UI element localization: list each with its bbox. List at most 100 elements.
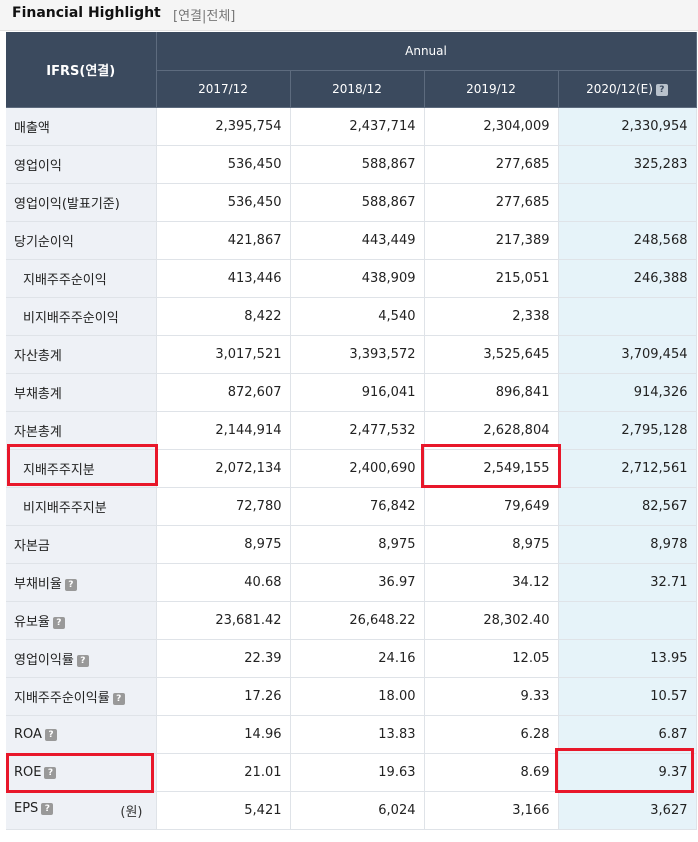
value-cell: 2,395,754	[156, 107, 291, 146]
row-label: 매출액	[6, 107, 157, 146]
value-cell: 82,567	[558, 487, 697, 526]
value-cell: 421,867	[156, 221, 291, 260]
row-label: 영업이익(발표기준)	[6, 183, 157, 222]
table-row: 지배주주순이익률? 17.26 18.00 9.33 10.57	[6, 677, 697, 716]
row-label: 영업이익률?	[6, 639, 157, 678]
row-label-text: 지배주주지분	[23, 462, 95, 478]
table-row: 부채총계 872,607 916,041 896,841 914,326	[6, 373, 697, 412]
row-label: 지배주주지분	[6, 449, 157, 488]
row-label-text: 영업이익	[14, 158, 62, 174]
row-label: 유보율?	[6, 601, 157, 640]
row-label: 비지배주주순이익	[6, 297, 157, 336]
unit-label: (원)	[120, 804, 143, 820]
financial-highlight-table: IFRS(연결) Annual 2017/12 2018/12 2019/12 …	[6, 32, 697, 830]
value-cell: 588,867	[290, 183, 425, 222]
value-cell: 536,450	[156, 183, 291, 222]
value-cell	[558, 601, 697, 640]
value-cell: 13.95	[558, 639, 697, 678]
value-cell: 76,842	[290, 487, 425, 526]
table-row: 자본총계 2,144,914 2,477,532 2,628,804 2,795,128	[6, 411, 697, 450]
row-label-text: 비지배주주순이익	[23, 310, 119, 326]
row-label: 영업이익	[6, 145, 157, 184]
section-title: Financial Highlight	[12, 5, 161, 21]
row-label: 지배주주순이익	[6, 259, 157, 298]
value-cell: 13.83	[290, 715, 425, 754]
table-row: ROE? 21.01 19.63 8.69 9.37	[6, 753, 697, 792]
table-row: 당기순이익 421,867 443,449 217,389 248,568	[6, 221, 697, 260]
column-header: 2019/12	[424, 70, 559, 108]
row-label-text: 부채총계	[14, 386, 62, 402]
row-label: 자본총계	[6, 411, 157, 450]
value-cell: 3,627	[558, 791, 697, 830]
value-cell: 36.97	[290, 563, 425, 602]
value-cell: 2,304,009	[424, 107, 559, 146]
table-row: 매출액 2,395,754 2,437,714 2,304,009 2,330,954	[6, 107, 697, 146]
row-label: ROA?	[6, 715, 157, 754]
row-label-text: 당기순이익	[14, 234, 74, 250]
row-label-text: ROE	[14, 764, 42, 780]
value-cell: 277,685	[424, 145, 559, 184]
value-cell: 2,400,690	[290, 449, 425, 488]
row-label-text: 유보율	[14, 614, 50, 630]
value-cell	[558, 183, 697, 222]
help-icon[interactable]: ?	[64, 578, 77, 591]
value-cell: 2,712,561	[558, 449, 697, 488]
row-label-text: 영업이익(발표기준)	[14, 196, 120, 212]
value-cell: 2,072,134	[156, 449, 291, 488]
table-row: EPS? (원) 5,421 6,024 3,166 3,627	[6, 791, 697, 830]
table-row: 영업이익(발표기준) 536,450 588,867 277,685	[6, 183, 697, 222]
value-cell: 12.05	[424, 639, 559, 678]
value-cell: 14.96	[156, 715, 291, 754]
help-icon[interactable]: ?	[41, 802, 54, 815]
value-cell: 18.00	[290, 677, 425, 716]
value-cell: 2,477,532	[290, 411, 425, 450]
row-label-text: 비지배주주지분	[23, 500, 107, 516]
value-cell: 413,446	[156, 259, 291, 298]
row-label-text: 지배주주순이익	[23, 272, 107, 288]
value-cell: 6,024	[290, 791, 425, 830]
table-row: 영업이익 536,450 588,867 277,685 325,283	[6, 145, 697, 184]
row-label: 자본금	[6, 525, 157, 564]
help-icon[interactable]: ?	[76, 654, 89, 667]
row-label: 자산총계	[6, 335, 157, 374]
help-icon[interactable]: ?	[44, 728, 57, 741]
value-cell: 2,795,128	[558, 411, 697, 450]
value-cell: 34.12	[424, 563, 559, 602]
value-cell: 17.26	[156, 677, 291, 716]
column-header: 2017/12	[156, 70, 291, 108]
table-body: 매출액 2,395,754 2,437,714 2,304,009 2,330,954 영…	[6, 107, 697, 830]
row-label: 부채총계	[6, 373, 157, 412]
value-cell: 3,709,454	[558, 335, 697, 374]
consolidation-toggle[interactable]: [연결|전체]	[173, 9, 236, 24]
row-label: ROE?	[6, 753, 157, 792]
value-cell: 2,338	[424, 297, 559, 336]
row-label-text: 자본금	[14, 538, 50, 554]
value-cell: 914,326	[558, 373, 697, 412]
value-cell: 28,302.40	[424, 601, 559, 640]
section-header: Financial Highlight [연결|전체]	[0, 0, 698, 31]
row-label-text: 부채비율	[14, 576, 62, 592]
annual-header: Annual	[156, 32, 697, 71]
table-row: 영업이익률? 22.39 24.16 12.05 13.95	[6, 639, 697, 678]
table-row: 비지배주주순이익 8,422 4,540 2,338	[6, 297, 697, 336]
value-cell	[558, 297, 697, 336]
help-icon[interactable]: ?	[44, 766, 57, 779]
row-label: 당기순이익	[6, 221, 157, 260]
value-cell: 3,166	[424, 791, 559, 830]
ifrs-header: IFRS(연결)	[6, 32, 157, 108]
value-cell: 9.37	[558, 753, 697, 792]
value-cell: 2,549,155	[424, 449, 559, 488]
value-cell: 8,978	[558, 525, 697, 564]
value-cell: 8,975	[290, 525, 425, 564]
value-cell: 277,685	[424, 183, 559, 222]
row-label-text: 자본총계	[14, 424, 62, 440]
value-cell: 26,648.22	[290, 601, 425, 640]
value-cell: 916,041	[290, 373, 425, 412]
value-cell: 10.57	[558, 677, 697, 716]
value-cell: 3,393,572	[290, 335, 425, 374]
help-icon[interactable]: ?	[112, 692, 125, 705]
help-icon[interactable]: ?	[52, 616, 65, 629]
row-label: 지배주주순이익률?	[6, 677, 157, 716]
help-icon[interactable]: ?	[655, 83, 668, 96]
table-row: 지배주주지분 2,072,134 2,400,690 2,549,155 2,712,5…	[6, 449, 697, 488]
